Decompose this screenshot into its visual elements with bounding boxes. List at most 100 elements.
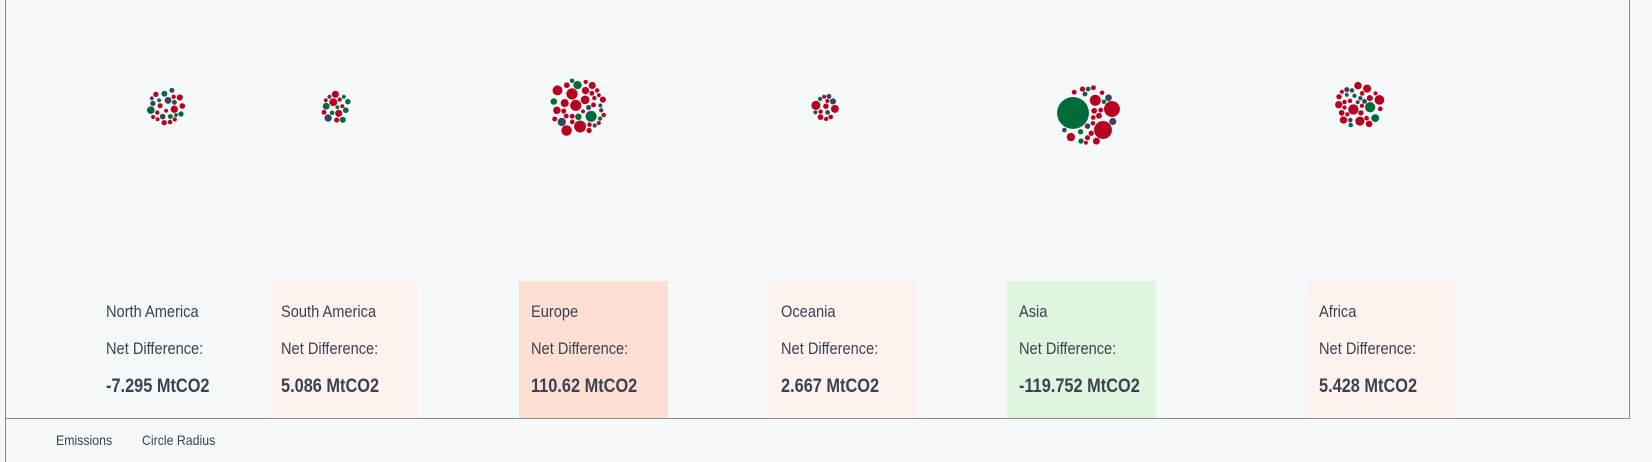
bubble-increase[interactable] bbox=[1090, 114, 1096, 121]
bubble-increase[interactable] bbox=[1091, 107, 1098, 114]
bubble-increase[interactable] bbox=[1365, 120, 1373, 128]
bubble-other[interactable] bbox=[829, 98, 837, 105]
bubble-decrease[interactable] bbox=[329, 110, 335, 116]
bubble-increase[interactable] bbox=[1363, 115, 1370, 121]
bubble-other[interactable] bbox=[324, 114, 332, 122]
bubble-decrease[interactable] bbox=[339, 116, 347, 124]
bubble-other[interactable] bbox=[327, 94, 332, 99]
bubble-other[interactable] bbox=[585, 104, 592, 111]
bubble-increase[interactable] bbox=[1347, 98, 1353, 104]
bubble-decrease[interactable] bbox=[167, 113, 174, 120]
bubble-increase[interactable] bbox=[560, 98, 570, 108]
card-oceania[interactable]: Oceania Net Difference: 2.667 MtCO2 bbox=[769, 281, 918, 418]
bubble-other[interactable] bbox=[1349, 87, 1355, 93]
bubble-decrease[interactable] bbox=[1077, 128, 1084, 135]
bubble-increase[interactable] bbox=[830, 104, 840, 114]
bubble-other[interactable] bbox=[1355, 99, 1360, 105]
bubble-decrease[interactable] bbox=[569, 78, 575, 84]
bubble-other[interactable] bbox=[1344, 86, 1350, 93]
bubble-increase[interactable] bbox=[161, 119, 168, 126]
bubble-increase[interactable] bbox=[176, 94, 184, 101]
bubble-other[interactable] bbox=[1361, 98, 1368, 105]
bubble-decrease[interactable] bbox=[585, 110, 597, 123]
bubble-increase[interactable] bbox=[1373, 91, 1378, 96]
bubble-increase[interactable] bbox=[583, 79, 589, 85]
legend-circle-radius[interactable]: Circle Radius bbox=[141, 432, 215, 448]
bubble-increase[interactable] bbox=[822, 103, 829, 110]
bubble-other[interactable] bbox=[557, 117, 567, 127]
bubble-increase[interactable] bbox=[818, 109, 823, 115]
bubble-other[interactable] bbox=[149, 100, 156, 107]
bubble-other[interactable] bbox=[592, 123, 598, 128]
bubble-increase[interactable] bbox=[1083, 140, 1089, 146]
bubble-increase[interactable] bbox=[596, 120, 602, 126]
bubble-increase[interactable] bbox=[152, 91, 159, 98]
bubble-decrease[interactable] bbox=[1370, 113, 1380, 123]
bubble-other[interactable] bbox=[598, 103, 603, 108]
bubble-increase[interactable] bbox=[167, 119, 173, 125]
bubble-increase[interactable] bbox=[821, 94, 827, 99]
bubble-decrease[interactable] bbox=[573, 80, 582, 90]
bubble-other[interactable] bbox=[826, 93, 832, 100]
bubble-increase[interactable] bbox=[150, 114, 156, 120]
bubble-increase[interactable] bbox=[1334, 100, 1343, 109]
bubble-increase[interactable] bbox=[1071, 89, 1077, 95]
bubble-increase[interactable] bbox=[157, 102, 163, 109]
bubble-other[interactable] bbox=[1061, 127, 1068, 133]
bubble-other[interactable] bbox=[1082, 91, 1088, 97]
bubble-other[interactable] bbox=[813, 110, 818, 115]
bubble-increase[interactable] bbox=[1090, 120, 1096, 126]
bubble-decrease[interactable] bbox=[1056, 96, 1090, 130]
bubble-increase[interactable] bbox=[334, 109, 343, 118]
bubble-other[interactable] bbox=[1109, 117, 1117, 126]
card-asia[interactable]: Asia Net Difference: -119.752 MtCO2 bbox=[1007, 281, 1156, 418]
bubble-decrease[interactable] bbox=[178, 111, 184, 117]
bubble-increase[interactable] bbox=[323, 98, 328, 103]
bubble-increase[interactable] bbox=[569, 119, 575, 125]
bubble-other[interactable] bbox=[171, 99, 178, 106]
bubble-increase[interactable] bbox=[1366, 94, 1374, 102]
bubble-decrease[interactable] bbox=[161, 90, 168, 97]
bubble-increase[interactable] bbox=[154, 110, 160, 116]
bubble-increase[interactable] bbox=[172, 117, 178, 122]
bubble-increase[interactable] bbox=[1358, 110, 1364, 116]
bubble-decrease[interactable] bbox=[1078, 138, 1084, 145]
bubble-increase[interactable] bbox=[587, 122, 593, 128]
bubble-decrease[interactable] bbox=[550, 97, 558, 105]
bubble-other[interactable] bbox=[149, 96, 155, 101]
bubble-increase[interactable] bbox=[573, 120, 587, 133]
bubble-increase[interactable] bbox=[828, 114, 834, 120]
bubble-other[interactable] bbox=[598, 107, 604, 113]
legend-emissions[interactable]: Emissions bbox=[56, 432, 113, 448]
bubble-other[interactable] bbox=[1084, 123, 1091, 130]
bubble-increase[interactable] bbox=[333, 117, 340, 123]
bubble-decrease[interactable] bbox=[173, 112, 179, 118]
bubble-increase[interactable] bbox=[561, 124, 573, 136]
bubble-increase[interactable] bbox=[1099, 90, 1105, 96]
bubble-increase[interactable] bbox=[590, 102, 597, 108]
bubble-increase[interactable] bbox=[1092, 137, 1101, 145]
bubble-increase[interactable] bbox=[563, 113, 569, 119]
bubble-decrease[interactable] bbox=[322, 102, 330, 110]
bubble-increase[interactable] bbox=[1089, 94, 1102, 107]
bubble-increase[interactable] bbox=[1341, 99, 1347, 105]
bubble-increase[interactable] bbox=[163, 108, 169, 113]
bubble-decrease[interactable] bbox=[817, 96, 823, 102]
bubble-increase[interactable] bbox=[331, 90, 340, 99]
bubble-increase[interactable] bbox=[1095, 112, 1103, 120]
bubble-increase[interactable] bbox=[570, 99, 582, 112]
bubble-increase[interactable] bbox=[1090, 84, 1097, 91]
bubble-increase[interactable] bbox=[601, 112, 607, 118]
bubble-increase[interactable] bbox=[1336, 93, 1342, 100]
bubble-increase[interactable] bbox=[552, 116, 558, 122]
bubble-increase[interactable] bbox=[1339, 115, 1348, 124]
bubble-increase[interactable] bbox=[1359, 103, 1365, 109]
bubble-increase[interactable] bbox=[569, 113, 575, 119]
bubble-decrease[interactable] bbox=[335, 104, 340, 110]
bubble-increase[interactable] bbox=[580, 95, 590, 105]
bubble-increase[interactable] bbox=[599, 96, 607, 103]
bubble-increase[interactable] bbox=[1338, 109, 1345, 116]
bubble-increase[interactable] bbox=[1339, 89, 1345, 95]
bubble-increase[interactable] bbox=[825, 98, 830, 104]
bubble-increase[interactable] bbox=[563, 82, 570, 89]
